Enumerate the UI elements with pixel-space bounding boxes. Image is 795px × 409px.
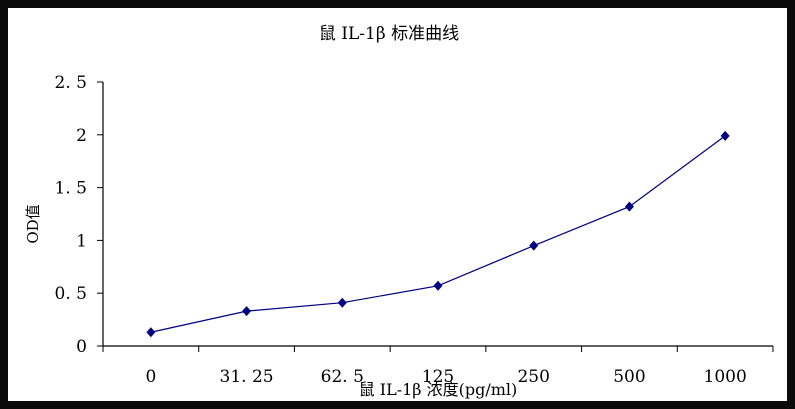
y-tick-label: 2 <box>76 126 87 146</box>
x-tick-label: 0 <box>145 367 156 387</box>
y-tick-label: 0 <box>76 337 87 357</box>
chart-panel: 鼠 IL-1β 标准曲线 OD值 0 0. 5 1 1. 5 2 2. 5 0 31. 25… <box>8 8 787 401</box>
axes <box>97 81 774 352</box>
y-axis-label: OD值 <box>24 204 42 243</box>
x-tick-label: 250 <box>517 367 549 387</box>
x-tick-label: 125 <box>422 367 454 387</box>
y-tick-label: 0. 5 <box>55 284 87 304</box>
x-tick-label: 31. 25 <box>220 367 274 387</box>
data-point-diamond-icon <box>242 306 252 317</box>
data-series <box>146 130 730 338</box>
y-tick-label: 1. 5 <box>55 179 87 199</box>
x-tick-label: 500 <box>613 367 645 387</box>
x-tick-labels: 0 31. 25 62. 5 125 250 500 1000 <box>145 367 746 387</box>
data-point-diamond-icon <box>529 240 539 251</box>
series-line <box>150 135 726 333</box>
data-point-diamond-icon <box>433 280 443 291</box>
x-axis-label: 鼠 IL-1β 浓度(pg/ml) <box>359 380 518 399</box>
y-tick-label: 2. 5 <box>55 73 87 93</box>
data-point-diamond-icon <box>337 297 347 308</box>
chart-title: 鼠 IL-1β 标准曲线 <box>319 24 459 44</box>
data-point-diamond-icon <box>624 201 634 212</box>
line-chart: 鼠 IL-1β 标准曲线 OD值 0 0. 5 1 1. 5 2 2. 5 0 31. 25… <box>24 24 774 399</box>
x-tick-label: 1000 <box>704 367 747 387</box>
data-point-diamond-icon <box>146 327 156 338</box>
y-tick-label: 1 <box>76 231 87 251</box>
y-tick-labels: 0 0. 5 1 1. 5 2 2. 5 <box>55 73 87 357</box>
data-point-diamond-icon <box>720 130 730 141</box>
x-tick-label: 62. 5 <box>321 367 364 387</box>
